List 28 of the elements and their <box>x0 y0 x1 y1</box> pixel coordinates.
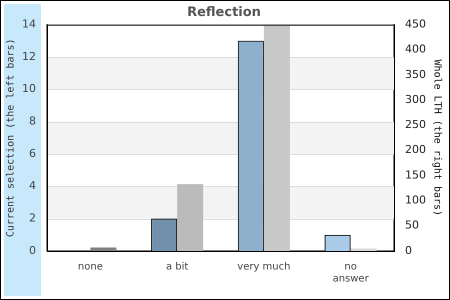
y-axis-title: Current selection (the left bars) <box>6 38 17 238</box>
y-tick-label: 14 <box>22 17 36 30</box>
y-tick-label: 8 <box>28 114 36 128</box>
y2-tick-label: 150 <box>405 168 426 182</box>
y2-tick-label: 100 <box>405 194 426 207</box>
bar <box>350 248 377 251</box>
y2-tick-label: 50 <box>405 218 420 232</box>
x-tick-label: no answer <box>332 262 370 285</box>
y2-axis-title: Whole LTH (the right bars) <box>431 60 442 216</box>
y2-tick-label: 450 <box>405 17 426 30</box>
x-tick-label: a bit <box>166 262 188 273</box>
y2-tick-label: 0 <box>405 244 412 257</box>
y2-tick-label: 300 <box>405 92 426 106</box>
y-tick-label: 2 <box>28 212 36 225</box>
y-tick-label: 4 <box>28 179 36 192</box>
y-tick-label: 0 <box>28 244 36 257</box>
y-tick-label: 10 <box>22 82 36 96</box>
y-tick-label: 6 <box>28 146 36 160</box>
bar <box>177 184 204 251</box>
y2-tick-label: 250 <box>405 118 426 132</box>
bar <box>90 247 116 251</box>
y2-tick-label: 400 <box>405 42 426 56</box>
x-tick-label: very much <box>237 262 290 273</box>
y2-tick-label: 350 <box>405 68 426 81</box>
x-tick-label: none <box>78 262 103 273</box>
y2-tick-label: 200 <box>405 143 426 156</box>
y-tick-label: 12 <box>22 50 36 63</box>
chart-title: Reflection <box>187 5 261 20</box>
